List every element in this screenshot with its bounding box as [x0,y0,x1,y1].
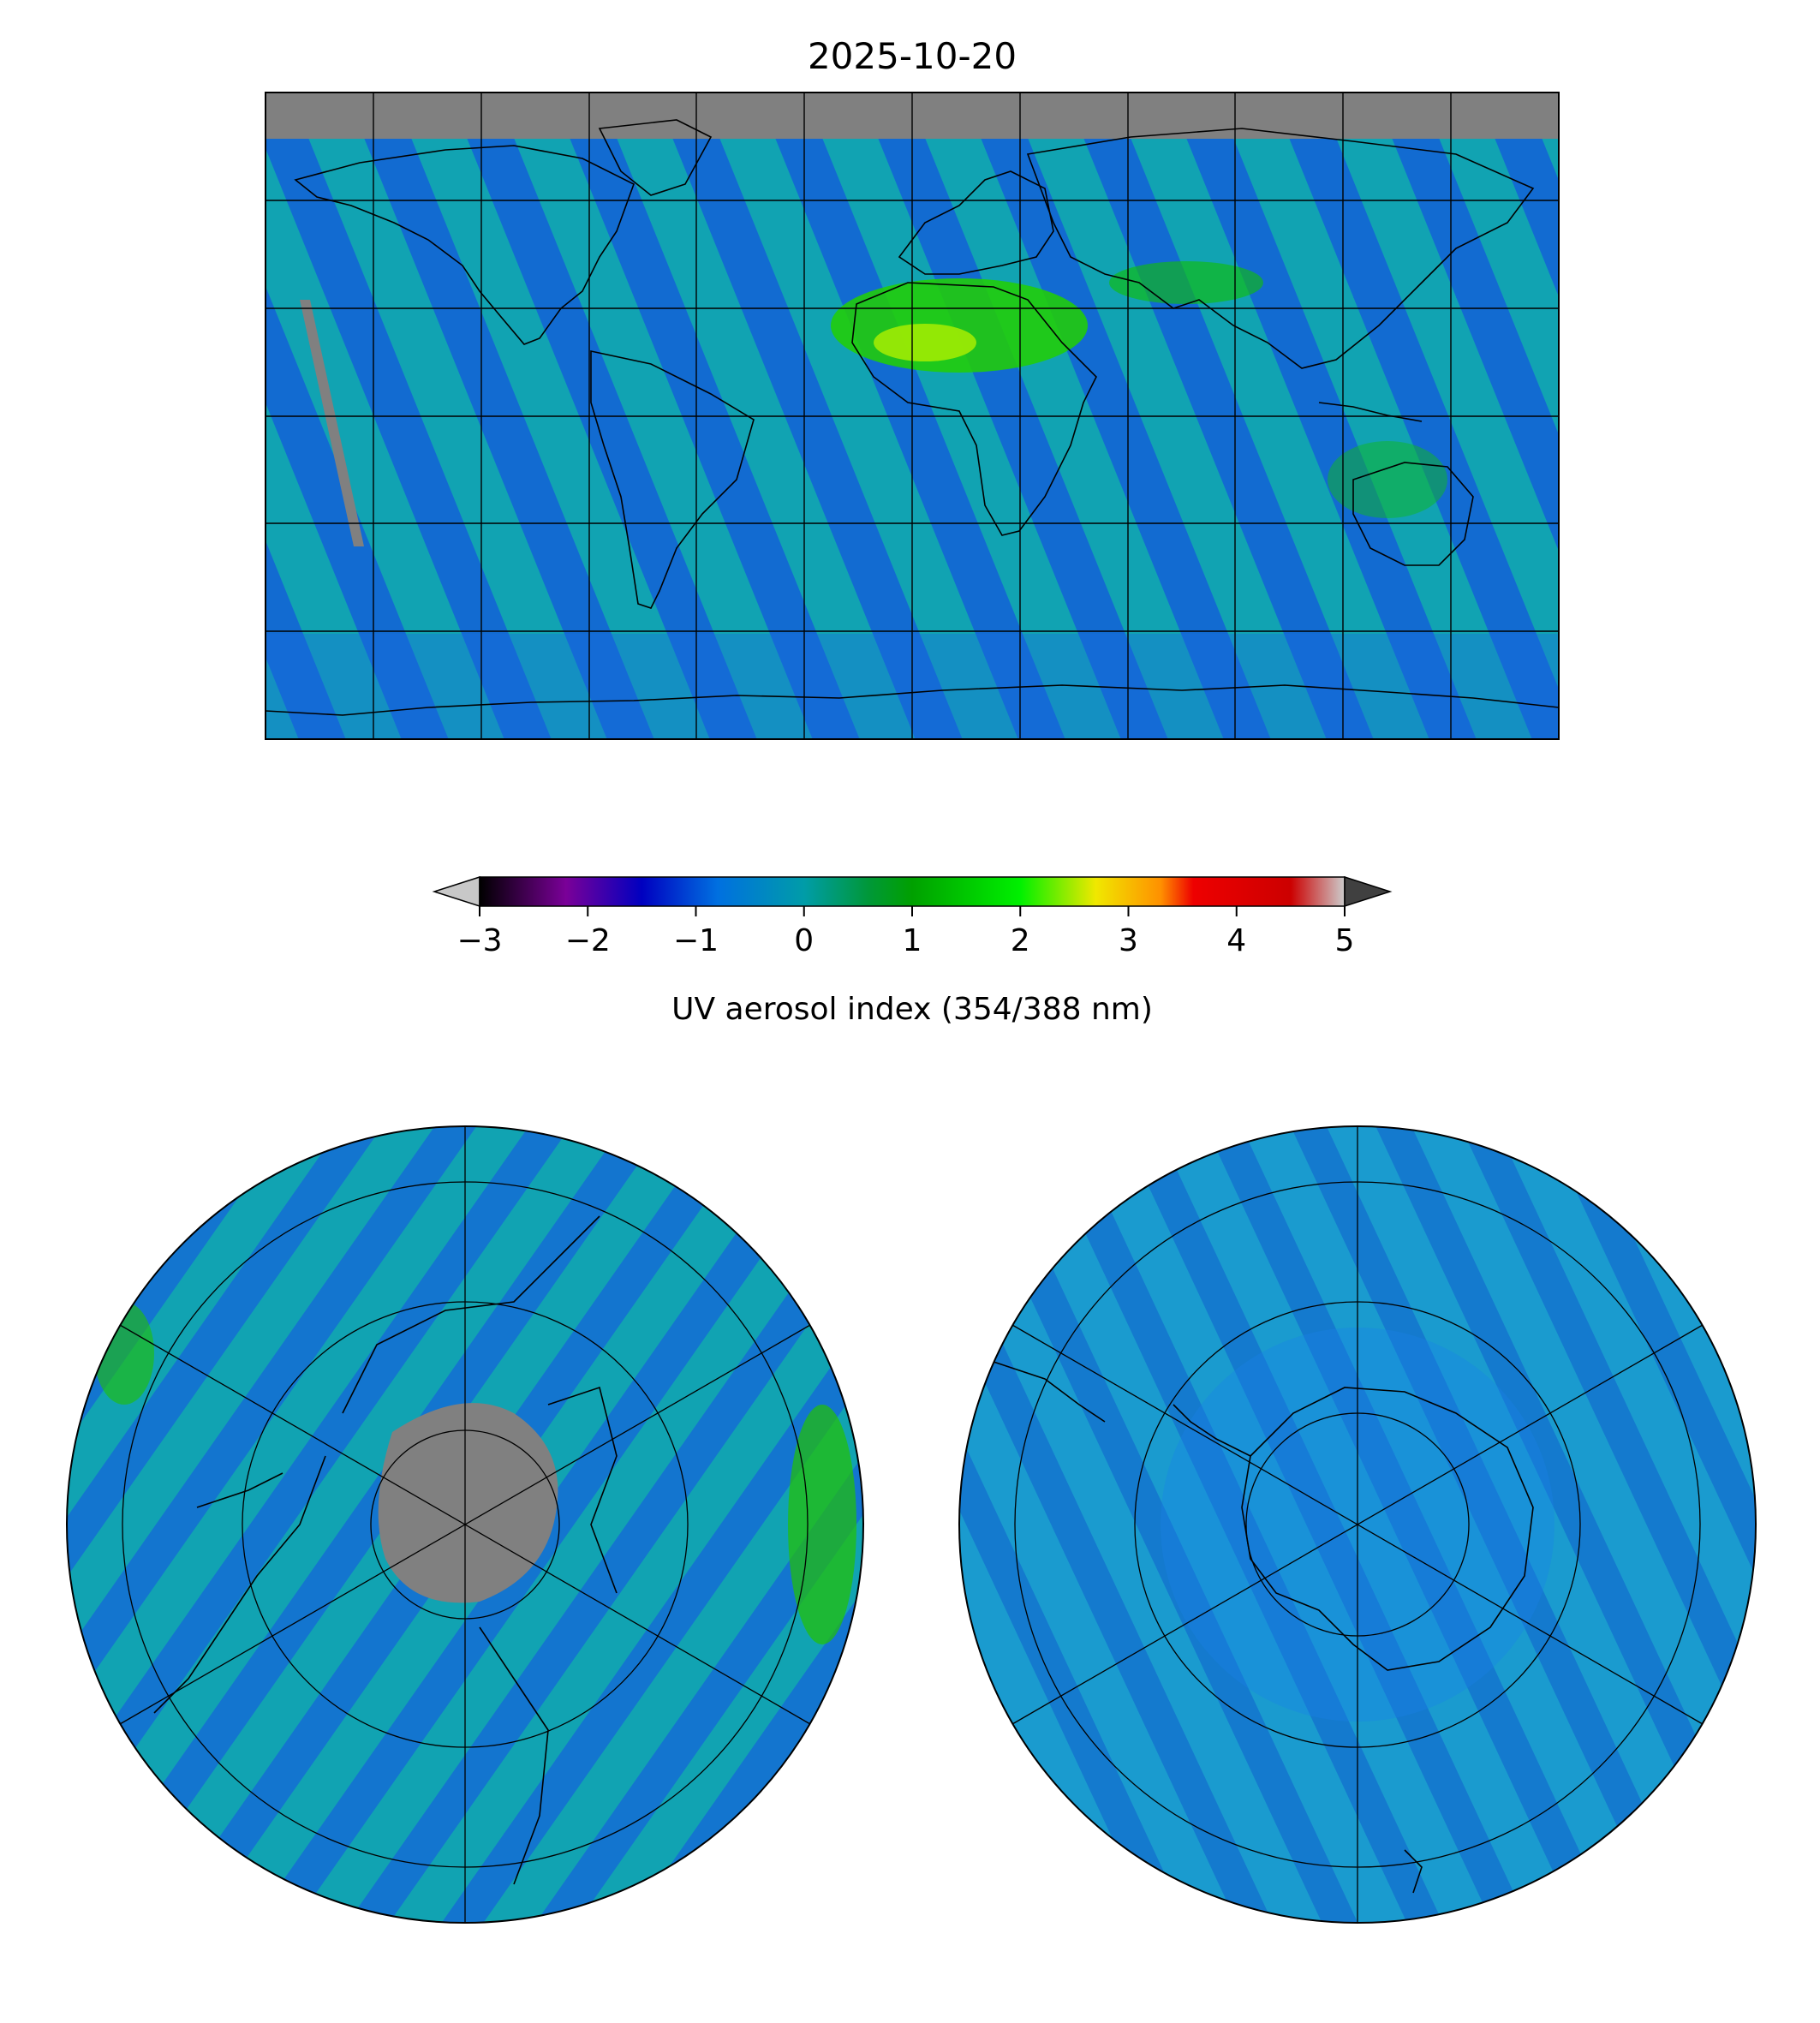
coast-new-zealand [1404,1849,1423,1894]
colorbar-extend-over [1344,875,1393,908]
south-polar-coastlines [993,1361,1534,1894]
south-polar-frame [958,1125,1757,1924]
colorbar-tick-label: −1 [673,923,719,958]
coast-north-america [294,145,635,345]
north-polar-map [66,1125,864,1924]
coast-greenland [598,119,713,196]
colorbar-extend-under [432,875,480,908]
coast-antarctic-peninsula [1173,1404,1251,1457]
coast-asia [1026,128,1535,369]
colorbar: −3 −2 −1 0 1 2 3 4 5 UV aerosol index (354/388 n… [432,875,1393,1027]
colorbar-tick-label: 1 [903,923,922,958]
coast-south-america-tip [993,1361,1106,1423]
colorbar-body [479,876,1346,907]
north-polar-frame [66,1125,864,1924]
coast-australia [1352,462,1474,566]
south-polar-map [958,1125,1757,1924]
coast-south-america [590,350,755,609]
global-map [265,92,1560,740]
coast-antarctica-polar [1241,1387,1534,1671]
global-coastlines [266,119,1559,716]
colorbar-tick-label: 4 [1226,923,1246,958]
figure-title: 2025-10-20 [808,35,1017,77]
global-graticule [266,92,1559,739]
colorbar-ticks: −3 −2 −1 0 1 2 3 4 5 [456,906,1354,958]
colorbar-tick-label: 3 [1119,923,1138,958]
coast-africa [851,282,1097,536]
colorbar-label: UV aerosol index (354/388 nm) [671,992,1153,1027]
global-missing-swath [300,300,364,546]
global-map-frame [265,92,1560,740]
colorbar-tick-label: 0 [794,923,814,958]
north-polar-graticule [119,1126,811,1923]
colorbar-tick-label: −3 [456,923,502,958]
north-polar-coastlines [153,1215,618,1885]
colorbar-tick-label: 2 [1011,923,1030,958]
colorbar-tick-label: −2 [565,923,611,958]
south-polar-graticule [1011,1126,1704,1923]
coast-indonesia [1318,402,1423,422]
coast-antarctica [266,684,1559,716]
colorbar-tick-label: 5 [1335,923,1355,958]
